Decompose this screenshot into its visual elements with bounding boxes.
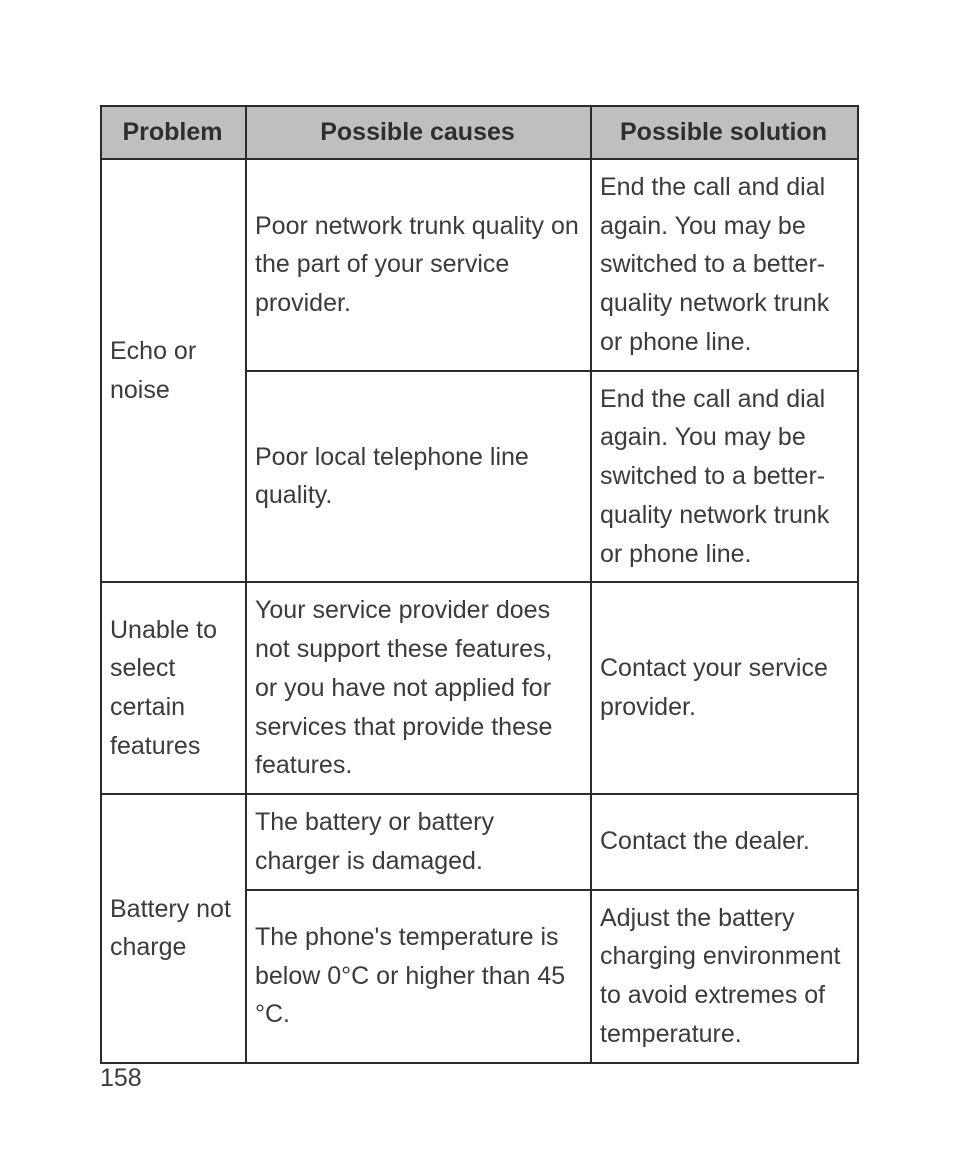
table-row: Echo or noise Poor network trunk quality… [101,159,858,371]
header-problem: Problem [101,106,246,159]
table-row: Unable to select certain features Your s… [101,582,858,794]
cell-problem: Unable to select certain features [101,582,246,794]
table-row: Battery not charge The battery or batter… [101,794,858,890]
cell-cause: The battery or battery charger is damage… [246,794,591,890]
cell-solution: Contact your service provider. [591,582,858,794]
page-number: 158 [100,1064,142,1093]
cell-cause: The phone's temperature is below 0°C or … [246,890,591,1063]
cell-problem: Echo or noise [101,159,246,583]
cell-solution: End the call and dial again. You may be … [591,371,858,583]
header-solution: Possible solution [591,106,858,159]
header-causes: Possible causes [246,106,591,159]
cell-cause: Your service provider does not support t… [246,582,591,794]
troubleshooting-table: Problem Possible causes Possible solutio… [100,105,859,1064]
cell-cause: Poor network trunk quality on the part o… [246,159,591,371]
cell-problem: Battery not charge [101,794,246,1063]
cell-cause: Poor local telephone line quality. [246,371,591,583]
table-header-row: Problem Possible causes Possible solutio… [101,106,858,159]
cell-solution: Contact the dealer. [591,794,858,890]
page: Problem Possible causes Possible solutio… [0,0,954,1153]
cell-solution: End the call and dial again. You may be … [591,159,858,371]
cell-solution: Adjust the battery charging environment … [591,890,858,1063]
